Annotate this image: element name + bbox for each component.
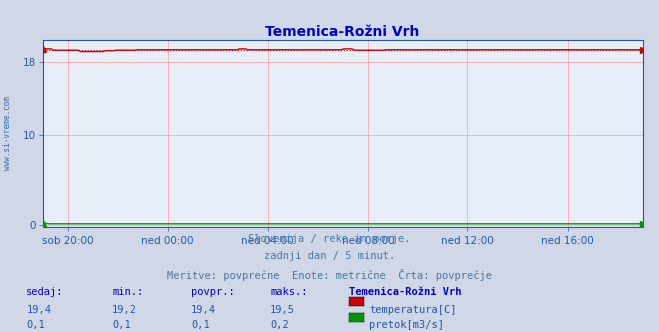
Text: 0,1: 0,1 [191,320,210,330]
Text: min.:: min.: [112,287,143,297]
Text: 0,1: 0,1 [26,320,45,330]
Text: 19,2: 19,2 [112,305,137,315]
Text: 19,4: 19,4 [191,305,216,315]
Title: Temenica-Rožni Vrh: Temenica-Rožni Vrh [266,25,420,39]
Text: 19,4: 19,4 [26,305,51,315]
Text: www.si-vreme.com: www.si-vreme.com [3,96,13,170]
Text: 19,5: 19,5 [270,305,295,315]
Text: sedaj:: sedaj: [26,287,64,297]
Text: 0,1: 0,1 [112,320,130,330]
Text: 0,2: 0,2 [270,320,289,330]
Text: zadnji dan / 5 minut.: zadnji dan / 5 minut. [264,251,395,261]
Text: Slovenija / reke in morje.: Slovenija / reke in morje. [248,234,411,244]
Text: temperatura[C]: temperatura[C] [369,305,457,315]
Text: povpr.:: povpr.: [191,287,235,297]
Text: Meritve: povprečne  Enote: metrične  Črta: povprečje: Meritve: povprečne Enote: metrične Črta:… [167,269,492,281]
Text: maks.:: maks.: [270,287,308,297]
Text: Temenica-Rožni Vrh: Temenica-Rožni Vrh [349,287,462,297]
Text: pretok[m3/s]: pretok[m3/s] [369,320,444,330]
